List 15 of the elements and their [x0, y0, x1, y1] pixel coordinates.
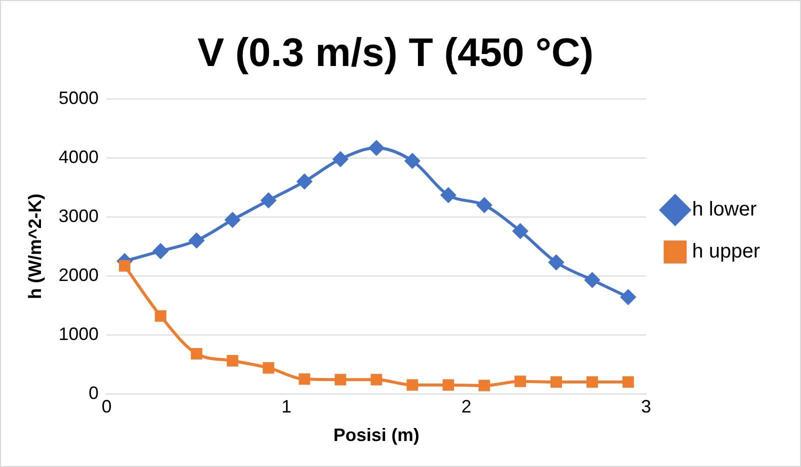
x-tick-label: 3	[641, 396, 652, 417]
y-tick-label: 1000	[58, 324, 99, 344]
y-tick-label: 2000	[58, 264, 99, 285]
legend-label: h lower	[692, 198, 757, 221]
y-tick-label: 3000	[58, 206, 99, 226]
y-tick-label: 0	[88, 382, 99, 403]
x-tick-label: 0	[102, 396, 112, 417]
x-tick-label: 2	[461, 396, 472, 417]
y-tick-label: 5000	[58, 88, 99, 108]
y-tick-label: 4000	[58, 146, 99, 167]
x-axis-title: Posisi (m)	[333, 425, 420, 446]
legend-label: h upper	[692, 240, 760, 263]
chart-title: V (0.3 m/s) T (450 °C)	[197, 31, 594, 76]
y-axis-title: h (W/m^2-K)	[24, 194, 45, 300]
x-tick-label: 1	[281, 396, 292, 417]
